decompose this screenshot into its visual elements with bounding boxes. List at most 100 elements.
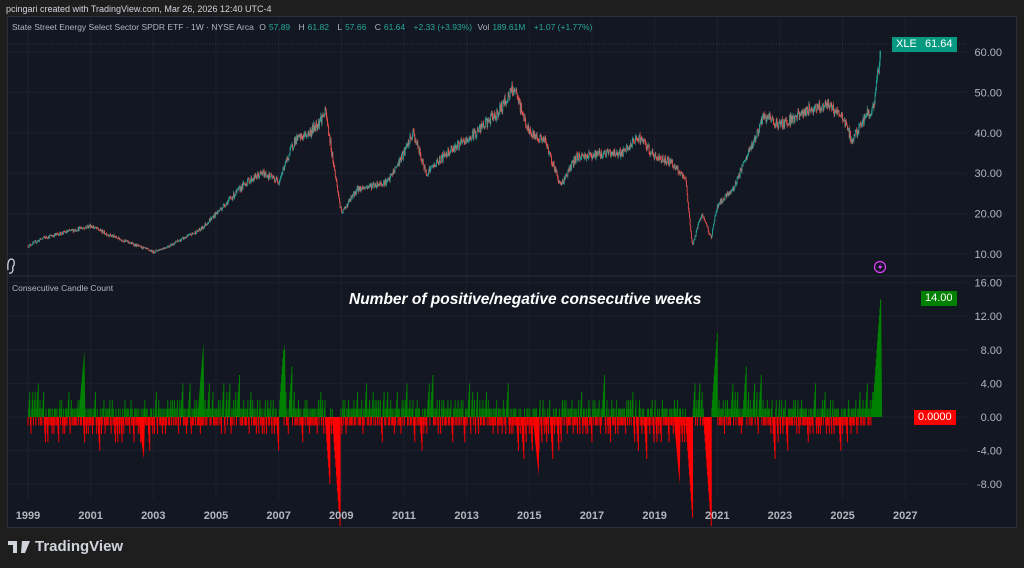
candle xyxy=(171,244,173,246)
count-bar xyxy=(311,408,313,417)
candle xyxy=(437,163,439,164)
ear-icon[interactable] xyxy=(7,258,15,274)
indicator-title[interactable]: Consecutive Candle Count xyxy=(12,283,114,293)
brand-name: TradingView xyxy=(35,538,124,555)
candle xyxy=(863,117,865,124)
time-axis[interactable]: 1999 2001 2003 2005 2007 2009 2011 2013 2015 2017… xyxy=(16,510,918,522)
candle xyxy=(694,235,696,240)
count-bar xyxy=(552,408,554,417)
count-bar xyxy=(182,417,184,426)
candle xyxy=(466,137,468,142)
x-tick-label: 2019 xyxy=(642,510,666,522)
candle xyxy=(777,123,778,126)
count-bar xyxy=(781,417,783,426)
candle xyxy=(142,246,144,249)
candle xyxy=(790,115,792,125)
count-bar xyxy=(177,417,179,426)
candle xyxy=(366,186,368,188)
count-bar xyxy=(392,408,394,417)
lightning-icon[interactable] xyxy=(873,260,887,274)
count-bar xyxy=(214,408,216,417)
count-bar xyxy=(531,417,533,451)
candle xyxy=(751,143,753,148)
candle xyxy=(843,119,845,121)
candle xyxy=(293,146,295,148)
count-bar xyxy=(270,417,272,426)
count-bar xyxy=(429,408,431,417)
count-bar xyxy=(251,408,253,417)
candle xyxy=(650,153,652,154)
count-bar xyxy=(34,391,36,417)
count-bar xyxy=(634,408,636,417)
candle xyxy=(271,174,272,176)
count-bar xyxy=(379,400,381,417)
symbol-legend[interactable]: State Street Energy Select Sector SPDR E… xyxy=(12,22,595,32)
candle xyxy=(713,220,715,224)
count-bar xyxy=(787,417,789,451)
count-bar xyxy=(90,417,92,426)
candle xyxy=(457,141,459,142)
count-bar xyxy=(479,417,481,426)
count-bar xyxy=(635,400,637,417)
candle xyxy=(613,149,615,157)
candle xyxy=(439,156,440,163)
count-bar xyxy=(840,408,842,417)
candle xyxy=(231,197,233,200)
count-bar xyxy=(245,408,247,417)
count-bar xyxy=(734,400,736,417)
count-bar xyxy=(87,417,89,426)
count-bar xyxy=(191,408,193,417)
candle xyxy=(201,227,202,230)
candle xyxy=(487,120,489,122)
candle xyxy=(598,150,600,153)
count-bar xyxy=(630,417,632,426)
count-bar xyxy=(232,408,234,417)
count-bar xyxy=(544,408,546,417)
candle xyxy=(428,167,430,172)
count-bar xyxy=(622,408,624,417)
count-bar xyxy=(146,417,148,426)
candle xyxy=(521,112,523,114)
count-bar xyxy=(410,408,412,417)
candle xyxy=(578,153,580,155)
count-bar xyxy=(760,383,762,417)
candle xyxy=(586,154,588,156)
count-bar xyxy=(261,417,263,426)
count-bar xyxy=(768,417,770,426)
candle xyxy=(148,248,149,250)
count-bar xyxy=(216,417,218,426)
candle xyxy=(313,123,314,133)
candle xyxy=(451,145,452,147)
candle xyxy=(570,165,572,170)
candle xyxy=(60,234,62,236)
count-bar xyxy=(27,417,29,426)
chart-panel[interactable] xyxy=(7,16,1017,528)
count-bar xyxy=(70,408,72,417)
candle xyxy=(117,238,119,240)
count-bar xyxy=(102,417,104,426)
count-bar xyxy=(426,417,428,434)
candle xyxy=(536,133,538,140)
candle xyxy=(282,168,284,173)
candle xyxy=(828,101,830,107)
candle xyxy=(297,135,299,141)
count-bar xyxy=(128,417,130,426)
candle xyxy=(349,198,351,201)
count-bar xyxy=(314,417,316,426)
candle xyxy=(104,234,106,235)
count-bar xyxy=(459,417,461,426)
count-bar xyxy=(688,417,690,468)
count-bar xyxy=(551,417,553,443)
candle xyxy=(644,139,646,143)
count-bar xyxy=(384,408,386,417)
candle xyxy=(371,183,372,189)
count-bar xyxy=(44,417,46,434)
count-bar xyxy=(338,417,340,510)
count-bar xyxy=(469,383,471,417)
count-bar xyxy=(399,408,401,417)
count-bar xyxy=(350,408,352,417)
count-bar xyxy=(127,417,129,426)
